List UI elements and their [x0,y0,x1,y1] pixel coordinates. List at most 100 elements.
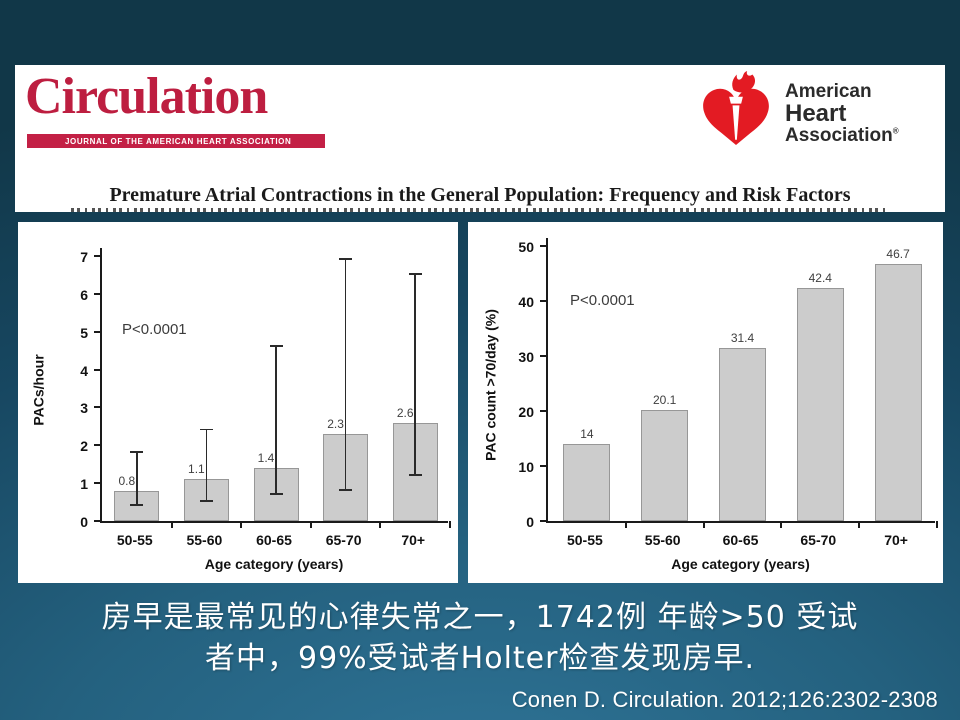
error-bar-cap-top [269,345,283,347]
y-tick [94,482,102,485]
y-tick [540,245,548,247]
bar [641,410,689,521]
y-tick-label: 7 [80,249,88,265]
bar-value-label: 31.4 [730,331,755,346]
aha-logo: American Heart Association® [693,71,899,157]
error-bar-cap-bottom [130,504,144,506]
journal-header: Circulation Journal of the American Hear… [15,65,945,212]
bar [563,444,611,521]
x-tick-label: 70+ [401,532,426,548]
x-tick [780,521,783,528]
y-tick [94,368,102,371]
bar [874,264,922,521]
bar-value-label: 0.8 [118,473,136,488]
x-tick-label: 65-70 [800,532,837,548]
x-tick-label: 60-65 [722,532,759,548]
y-tick-label: 0 [526,514,534,530]
x-tick [858,521,861,528]
y-tick-label: 3 [80,400,88,417]
y-tick [94,520,102,522]
bar-value-label: 46.7 [886,247,910,262]
circulation-logo: Circulation [25,68,268,125]
x-tick-label: 50-55 [116,532,153,548]
y-tick [540,465,548,467]
p-value-annotation: P<0.0001 [122,321,187,339]
bar-value-label: 20.1 [653,393,677,408]
chart-pac-count-percent: 14 20.1 31.4 42.4 46.7 P<0.0001 0 10 20 30 40 50 50-… [468,222,943,583]
journal-tagline: Journal of the American Heart Associatio… [65,136,292,146]
y-tick [94,444,102,447]
error-bar-cap-top [130,451,144,453]
y-tick-label: 4 [80,362,88,379]
aha-line1: American [785,81,872,103]
y-tick-label: 2 [80,438,88,455]
x-tick [240,521,243,528]
y-tick [540,520,548,522]
y-axis-title: PACs/hour [30,353,46,426]
x-tick [702,521,705,528]
summary-line2: 者中，99%受试者Holter检查发现房早. [204,641,756,676]
error-bar-cap-bottom [408,473,422,476]
journal-tagline-bar: Journal of the American Heart Associatio… [27,134,325,148]
x-tick-label: 65-70 [325,532,362,548]
registered-mark: ® [892,126,899,136]
p-value-annotation: P<0.0001 [570,292,635,310]
error-bar [275,346,277,495]
y-tick [540,355,548,357]
y-tick [540,300,548,302]
y-tick [540,410,548,412]
y-axis-title: PAC count >70/day (%) [482,308,498,461]
bar-value-label: 1.1 [188,462,205,477]
x-tick [309,521,312,528]
y-tick-label: 1 [80,476,88,493]
x-tick [624,521,627,528]
y-tick-label: 20 [518,404,534,420]
y-tick-label: 40 [518,294,534,310]
x-axis-title: Age category (years) [671,556,810,572]
y-tick-label: 50 [518,239,534,255]
summary-line1: 房早是最常见的心律失常之一，1742例 年龄>50 受试 [101,600,859,635]
error-bar [414,274,416,476]
y-tick [94,330,102,333]
chart-pacs-per-hour: 0.8 1.1 1.4 2.3 2.6 P<0.0001 0 1 2 3 4 5 6 7 50-55 55-6… [18,222,458,583]
y-tick-label: 30 [518,349,534,365]
summary-text: 房早是最常见的心律失常之一，1742例 年龄>50 受试 者中，99%受试者Ho… [0,597,960,679]
x-tick [449,521,451,528]
bar-value-label: 1.4 [257,451,275,465]
bar [719,348,766,521]
heart-torch-icon [703,71,769,145]
x-tick [936,521,938,528]
y-tick [94,255,102,257]
error-bar-cap-top [339,258,353,260]
paper-title: Premature Atrial Contractions in the Gen… [109,184,851,206]
x-tick-label: 55-60 [186,532,223,548]
y-tick-label: 10 [518,459,534,475]
error-bar-cap-top [199,428,213,431]
y-tick [94,292,102,295]
error-bar [205,430,208,503]
error-bar [344,259,347,491]
error-bar-cap-bottom [269,492,283,495]
citation: Conen D. Circulation. 2012;126:2302-2308 [511,687,938,712]
y-tick-label: 5 [80,324,88,341]
x-tick [170,521,173,528]
x-tick-label: 70+ [884,532,908,548]
bar [183,479,229,521]
error-bar-cap-bottom [339,489,353,491]
aha-logo-text: American Heart Association® [785,82,899,145]
x-tick-label: 50-55 [566,532,603,548]
plot-area: 14 20.1 31.4 42.4 46.7 P<0.0001 [540,238,938,528]
plot-area: 0.8 1.1 1.4 2.3 2.6 P<0.0001 [94,248,451,528]
cropped-authors-line [70,208,890,212]
aha-line3: Association® [785,125,899,147]
bar-value-label: 2.6 [396,405,414,420]
aha-line2: Heart [785,99,847,127]
x-axis-title: Age category (years) [204,556,344,572]
y-tick [94,406,102,409]
y-tick-label: 6 [80,286,88,303]
x-tick-label: 55-60 [644,532,681,548]
bar-value-label: 42.4 [808,270,832,285]
bar-value-label: 14 [580,427,594,441]
x-tick [379,521,382,528]
error-bar [136,452,138,506]
